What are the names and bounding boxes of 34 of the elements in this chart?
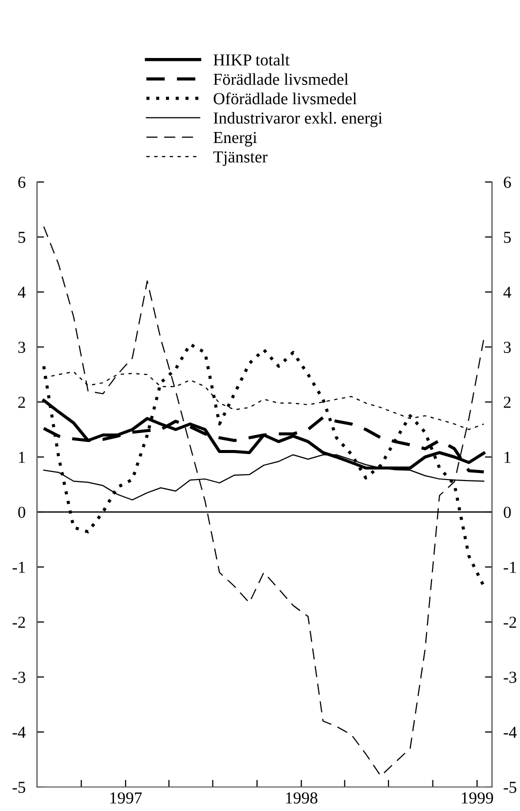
y-tick-label: 4 [18, 286, 26, 298]
y-tick-label: 2 [18, 396, 25, 408]
x-tick-label: 1998 [286, 792, 318, 804]
y-tick-label: 5 [18, 232, 26, 243]
y2-tick-label: -3 [504, 672, 516, 683]
y2-tick-label: 3 [504, 342, 511, 353]
y-tick-label: -4 [12, 726, 26, 738]
legend-label: Förädlade livsmedel [214, 73, 348, 85]
y-tick-label: 3 [18, 342, 26, 353]
y-tick-label: -1 [12, 562, 25, 573]
y2-tick-label: 1 [504, 452, 510, 463]
legend-label: Energi [214, 132, 257, 147]
y2-tick-label: -1 [504, 562, 516, 573]
y-tick-label: 0 [18, 506, 26, 518]
y-tick-label: -2 [12, 616, 25, 628]
x-tick-label: 1997 [110, 792, 142, 804]
y2-tick-label: 2 [504, 396, 511, 408]
legend-label: Tjänster [213, 151, 268, 166]
y2-tick-label: 6 [504, 176, 511, 188]
legend-label: HIKP totalt [214, 54, 290, 66]
line-series [43, 226, 484, 777]
y-tick-label: 6 [18, 176, 26, 188]
y2-tick-label: 5 [504, 232, 511, 243]
y2-tick-label: -5 [504, 782, 516, 793]
y-tick-label: 1 [19, 452, 25, 463]
y2-tick-label: 4 [503, 286, 512, 298]
y2-tick-label: -4 [504, 726, 517, 738]
y-tick-label: -3 [12, 672, 26, 683]
legend-label: Industrivaror exkl. energi [214, 112, 382, 128]
legend-label: Oförädlade livsmedel [214, 92, 357, 104]
y-tick-label: -5 [12, 782, 26, 793]
y2-tick-label: -2 [504, 616, 516, 628]
y2-tick-label: 0 [504, 506, 511, 518]
x-tick-label: 1999 [462, 792, 494, 804]
